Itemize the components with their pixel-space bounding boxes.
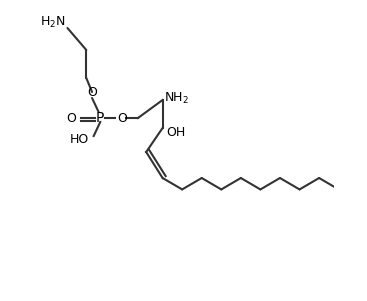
- Text: O: O: [117, 111, 127, 125]
- Text: HO: HO: [69, 134, 89, 147]
- Text: H$_2$N: H$_2$N: [40, 14, 65, 29]
- Text: P: P: [96, 111, 105, 125]
- Text: O: O: [66, 111, 76, 125]
- Text: OH: OH: [166, 126, 185, 139]
- Text: O: O: [87, 85, 97, 98]
- Text: NH$_2$: NH$_2$: [164, 90, 189, 106]
